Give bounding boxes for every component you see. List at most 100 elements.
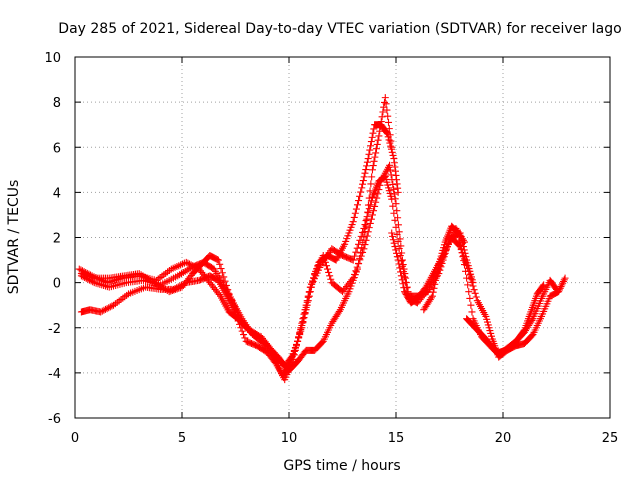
data-point-marker: [368, 166, 376, 174]
chart-title: Day 285 of 2021, Sidereal Day-to-day VTE…: [58, 21, 621, 37]
data-point-marker: [382, 100, 390, 108]
data-point-marker: [467, 275, 475, 283]
data-point-marker: [379, 108, 387, 116]
data-point-marker: [349, 256, 357, 264]
data-point-marker: [456, 241, 464, 249]
data-point-marker: [325, 268, 333, 276]
data-point-marker: [361, 228, 369, 236]
data-point-marker: [369, 129, 377, 137]
data-point-marker: [365, 194, 373, 202]
data-point-marker: [400, 284, 408, 292]
data-point-marker: [452, 227, 460, 235]
data-point-marker: [224, 286, 232, 294]
data-point-marker: [385, 125, 393, 133]
data-point-marker: [432, 276, 440, 284]
data-point-marker: [460, 257, 468, 265]
data-point-marker: [355, 240, 363, 248]
data-point-marker: [395, 260, 403, 268]
data-point-marker: [385, 118, 393, 126]
data-point-marker: [355, 197, 363, 205]
data-point-marker: [364, 208, 372, 216]
data-point-marker: [393, 253, 401, 261]
data-point-marker: [384, 112, 392, 120]
data-point-marker: [393, 230, 401, 238]
data-point-marker: [393, 249, 401, 257]
data-point-marker: [367, 138, 375, 146]
data-point-marker: [304, 292, 312, 300]
data-point-marker: [165, 288, 173, 296]
data-point-marker: [290, 351, 298, 359]
data-point-marker: [89, 274, 97, 282]
data-point-marker: [98, 307, 106, 315]
data-point-marker: [383, 106, 391, 114]
data-point-marker: [367, 142, 375, 150]
series-track-4: [77, 94, 396, 375]
data-point-marker: [558, 281, 566, 289]
data-point-marker: [363, 158, 371, 166]
points-layer: [75, 94, 569, 384]
data-point-marker: [357, 249, 365, 257]
data-point-marker: [368, 173, 376, 181]
data-point-marker: [229, 299, 237, 307]
data-point-marker: [370, 157, 378, 165]
data-point-marker: [429, 288, 437, 296]
data-point-marker: [101, 305, 109, 313]
data-point-marker: [390, 209, 398, 217]
data-point-marker: [294, 337, 302, 345]
data-point-marker: [295, 333, 303, 341]
data-point-marker: [100, 306, 108, 314]
data-point-marker: [366, 187, 374, 195]
data-point-marker: [349, 218, 357, 226]
data-point-marker: [396, 252, 404, 260]
data-point-marker: [297, 324, 305, 332]
data-point-marker: [237, 324, 245, 332]
data-point-marker: [359, 180, 367, 188]
data-point-marker: [370, 207, 378, 215]
data-point-marker: [369, 162, 377, 170]
y-tick-label: 6: [53, 141, 61, 156]
data-point-marker: [81, 271, 89, 279]
data-point-marker: [364, 201, 372, 209]
data-point-marker: [374, 136, 382, 144]
data-point-marker: [552, 284, 560, 292]
data-point-marker: [335, 307, 343, 315]
data-point-marker: [392, 223, 400, 231]
data-point-marker: [464, 281, 472, 289]
x-tick-label: 0: [71, 431, 79, 446]
data-point-marker: [170, 286, 178, 294]
data-point-marker: [431, 280, 439, 288]
data-point-marker: [363, 215, 371, 223]
data-point-marker: [466, 294, 474, 302]
data-point-marker: [215, 290, 223, 298]
data-point-marker: [388, 229, 396, 237]
data-point-marker: [392, 246, 400, 254]
data-point-marker: [225, 290, 233, 298]
data-point-marker: [466, 271, 474, 279]
x-axis-label: GPS time / hours: [283, 458, 400, 474]
data-point-marker: [465, 288, 473, 296]
data-point-marker: [360, 233, 368, 241]
data-point-marker: [79, 270, 87, 278]
data-point-marker: [395, 244, 403, 252]
data-point-marker: [175, 284, 183, 292]
data-point-marker: [172, 285, 180, 293]
data-point-marker: [399, 261, 407, 269]
data-point-marker: [365, 150, 373, 158]
data-point-marker: [459, 253, 467, 261]
data-point-marker: [355, 260, 363, 268]
data-point-marker: [468, 308, 476, 316]
data-point-marker: [366, 219, 374, 227]
data-point-marker: [389, 202, 397, 210]
data-point-marker: [289, 355, 297, 363]
data-point-marker: [363, 162, 371, 170]
data-point-marker: [453, 228, 461, 236]
data-point-marker: [371, 202, 379, 210]
data-point-marker: [376, 122, 384, 130]
data-point-marker: [470, 286, 478, 294]
data-point-marker: [213, 255, 221, 263]
data-point-marker: [103, 305, 111, 313]
data-point-marker: [292, 342, 300, 350]
data-point-marker: [389, 151, 397, 159]
data-point-marker: [388, 176, 396, 184]
